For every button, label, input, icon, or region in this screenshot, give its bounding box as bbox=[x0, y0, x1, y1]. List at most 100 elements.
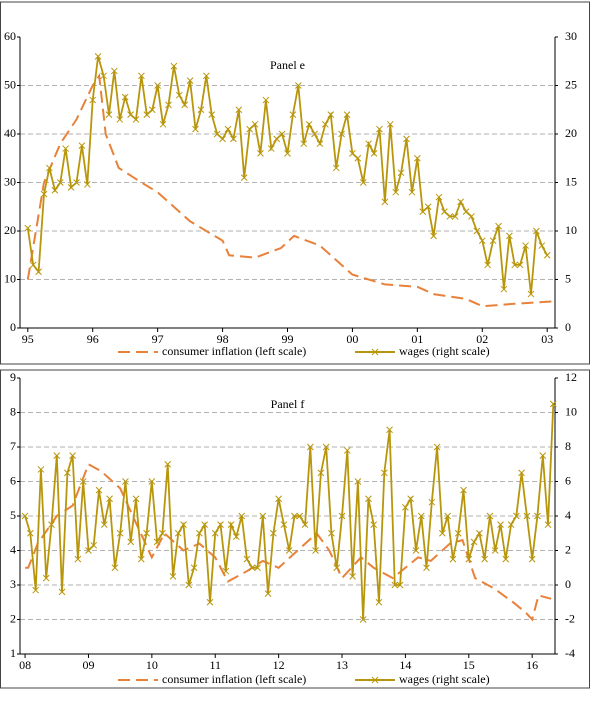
x-tick-label: 97 bbox=[152, 332, 164, 346]
point-marker bbox=[380, 469, 388, 477]
point-marker bbox=[159, 529, 166, 537]
x-tick-label: 13 bbox=[336, 658, 348, 672]
point-marker bbox=[51, 186, 59, 194]
point-marker bbox=[430, 232, 437, 240]
series-line bbox=[26, 72, 554, 308]
point-marker bbox=[53, 452, 61, 459]
point-marker bbox=[211, 529, 219, 537]
y2-tick-label: 20 bbox=[565, 126, 577, 140]
point-marker bbox=[441, 208, 448, 215]
y-tick-label: 40 bbox=[4, 126, 16, 140]
point-marker bbox=[476, 529, 483, 537]
point-marker bbox=[396, 581, 404, 589]
point-marker bbox=[312, 547, 319, 554]
y2-tick-label: 25 bbox=[565, 77, 577, 91]
point-marker bbox=[89, 96, 97, 104]
y-tick-label: 8 bbox=[10, 404, 16, 418]
x-tick-label: 14 bbox=[399, 658, 411, 672]
y-tick-label: 5 bbox=[10, 508, 16, 522]
point-marker bbox=[217, 521, 224, 528]
point-marker bbox=[533, 227, 540, 235]
point-marker bbox=[327, 111, 335, 118]
point-marker bbox=[122, 478, 129, 485]
y2-tick-label: -4 bbox=[565, 646, 575, 660]
y-tick-label: 6 bbox=[10, 473, 16, 487]
point-marker bbox=[69, 452, 76, 459]
point-marker bbox=[446, 213, 454, 220]
point-marker bbox=[397, 169, 405, 177]
point-marker bbox=[190, 564, 198, 572]
point-marker bbox=[365, 495, 372, 503]
point-marker bbox=[538, 242, 546, 249]
point-marker bbox=[370, 521, 378, 528]
point-marker bbox=[67, 183, 75, 191]
point-marker bbox=[343, 111, 351, 118]
point-marker bbox=[79, 478, 87, 485]
point-marker bbox=[46, 164, 53, 172]
point-marker bbox=[21, 512, 29, 520]
point-marker bbox=[74, 555, 82, 563]
point-marker bbox=[301, 521, 309, 528]
x-tick-label: 01 bbox=[411, 332, 423, 346]
point-marker bbox=[169, 573, 177, 580]
point-marker bbox=[402, 504, 409, 511]
point-marker bbox=[289, 111, 297, 118]
point-marker bbox=[143, 529, 150, 537]
legend-label: wages (right scale) bbox=[399, 344, 490, 358]
point-marker bbox=[206, 598, 214, 606]
point-marker bbox=[83, 181, 91, 188]
point-marker bbox=[328, 529, 335, 537]
x-tick-label: 95 bbox=[22, 332, 34, 346]
point-marker bbox=[148, 106, 156, 114]
y2-tick-label: 5 bbox=[565, 271, 571, 285]
point-marker bbox=[386, 426, 393, 434]
point-marker bbox=[132, 495, 140, 503]
y-tick-label: 2 bbox=[10, 611, 16, 625]
point-marker bbox=[316, 140, 324, 148]
point-marker bbox=[435, 193, 443, 201]
point-marker bbox=[213, 130, 221, 138]
point-marker bbox=[219, 135, 226, 143]
point-marker bbox=[111, 564, 119, 572]
point-marker bbox=[62, 145, 69, 152]
point-marker bbox=[300, 140, 308, 148]
point-marker bbox=[338, 130, 345, 138]
y2-tick-label: 4 bbox=[565, 508, 571, 522]
point-marker bbox=[439, 529, 446, 537]
point-marker bbox=[544, 521, 552, 528]
point-marker bbox=[110, 67, 118, 75]
point-marker bbox=[63, 469, 71, 477]
point-marker bbox=[192, 125, 199, 133]
legend-marker bbox=[371, 348, 379, 356]
point-marker bbox=[240, 174, 248, 182]
x-tick-label: 99 bbox=[282, 332, 294, 346]
point-marker bbox=[254, 564, 261, 572]
point-marker bbox=[153, 538, 161, 546]
y-tick-label: 50 bbox=[4, 77, 16, 91]
point-marker bbox=[518, 469, 525, 477]
point-marker bbox=[502, 555, 510, 563]
point-marker bbox=[332, 164, 340, 172]
y-tick-label: 3 bbox=[10, 577, 16, 591]
point-marker bbox=[291, 512, 298, 520]
point-marker bbox=[473, 227, 481, 235]
panel-title: Panel e bbox=[270, 58, 305, 72]
series-line bbox=[25, 462, 552, 622]
point-marker bbox=[132, 116, 140, 123]
point-marker bbox=[121, 93, 129, 101]
point-marker bbox=[489, 237, 497, 245]
point-marker bbox=[486, 512, 494, 520]
point-marker bbox=[127, 111, 134, 118]
legend-label: consumer inflation (left scale) bbox=[162, 672, 306, 686]
legend-marker bbox=[371, 676, 379, 684]
point-marker bbox=[138, 72, 145, 80]
point-marker bbox=[417, 512, 425, 520]
point-marker bbox=[359, 179, 367, 186]
y-tick-label: 9 bbox=[10, 370, 16, 384]
point-marker bbox=[222, 567, 230, 575]
point-marker bbox=[259, 512, 267, 520]
point-marker bbox=[235, 106, 243, 114]
point-marker bbox=[338, 512, 346, 520]
point-marker bbox=[522, 242, 529, 249]
